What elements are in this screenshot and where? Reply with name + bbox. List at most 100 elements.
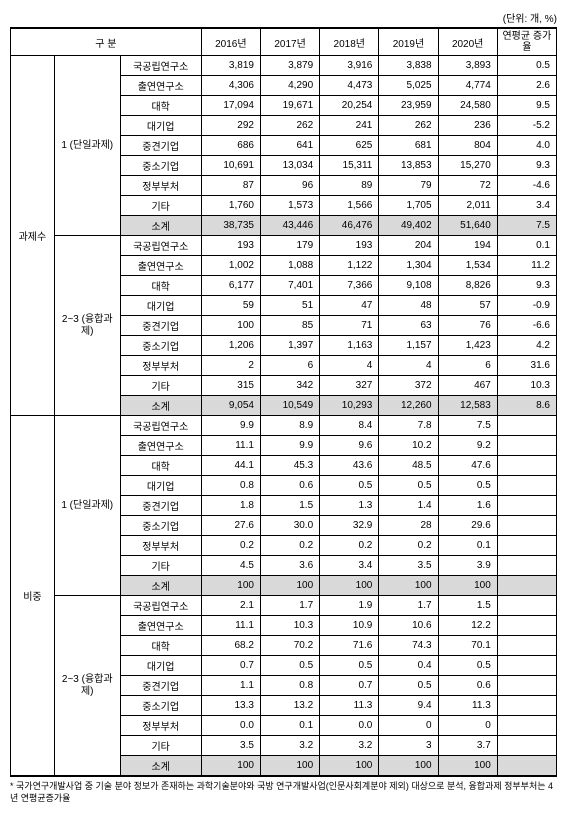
data-cell: 9.3 <box>497 156 556 176</box>
row-label: 대학 <box>120 96 201 116</box>
row-label: 대기업 <box>120 296 201 316</box>
data-cell: 9.9 <box>201 416 260 436</box>
row-label: 중견기업 <box>120 136 201 156</box>
data-cell: 3.7 <box>438 736 497 756</box>
row-label: 국공립연구소 <box>120 56 201 76</box>
header-2017: 2017년 <box>260 28 319 56</box>
data-cell: 241 <box>320 116 379 136</box>
data-cell: 641 <box>260 136 319 156</box>
data-cell: 0 <box>438 716 497 736</box>
header-category: 구 분 <box>11 28 202 56</box>
row-label: 출연연구소 <box>120 436 201 456</box>
data-cell: 32.9 <box>320 516 379 536</box>
data-cell: 1.7 <box>379 596 438 616</box>
data-cell: 9,108 <box>379 276 438 296</box>
data-cell: 10.3 <box>497 376 556 396</box>
data-cell: 11.3 <box>438 696 497 716</box>
data-cell <box>497 756 556 777</box>
data-cell: 7.5 <box>497 216 556 236</box>
data-cell <box>497 416 556 436</box>
data-cell: 23,959 <box>379 96 438 116</box>
data-cell: 28 <box>379 516 438 536</box>
data-cell <box>497 596 556 616</box>
data-table: 구 분 2016년 2017년 2018년 2019년 2020년 연평균 증가… <box>10 27 557 777</box>
data-cell: 47.6 <box>438 456 497 476</box>
row-label: 정부부처 <box>120 356 201 376</box>
row-label: 중소기업 <box>120 516 201 536</box>
data-cell <box>497 516 556 536</box>
data-cell: 51,640 <box>438 216 497 236</box>
data-cell: 29.6 <box>438 516 497 536</box>
header-2020: 2020년 <box>438 28 497 56</box>
data-cell: 71.6 <box>320 636 379 656</box>
header-2018: 2018년 <box>320 28 379 56</box>
data-cell: -4.6 <box>497 176 556 196</box>
data-cell: 0 <box>379 716 438 736</box>
data-cell: 0.5 <box>379 476 438 496</box>
data-cell: 4,290 <box>260 76 319 96</box>
data-cell: -5.2 <box>497 116 556 136</box>
data-cell: 9.9 <box>260 436 319 456</box>
data-cell: 0.5 <box>379 676 438 696</box>
data-cell: 0.5 <box>497 56 556 76</box>
data-cell: 4.5 <box>201 556 260 576</box>
data-cell: 47 <box>320 296 379 316</box>
data-cell: 262 <box>379 116 438 136</box>
row-label: 중견기업 <box>120 316 201 336</box>
data-cell <box>497 436 556 456</box>
row-label: 중견기업 <box>120 676 201 696</box>
data-cell: 0.0 <box>320 716 379 736</box>
data-cell: 0.6 <box>438 676 497 696</box>
data-cell: 87 <box>201 176 260 196</box>
data-cell: 194 <box>438 236 497 256</box>
data-cell <box>497 636 556 656</box>
data-cell: 1.5 <box>438 596 497 616</box>
data-cell: 45.3 <box>260 456 319 476</box>
data-cell: 15,270 <box>438 156 497 176</box>
sub-label: 2~3 (융합과제) <box>54 236 120 416</box>
data-cell: 3,819 <box>201 56 260 76</box>
data-cell <box>497 536 556 556</box>
footnote: * 국가연구개발사업 중 기술 분야 정보가 존재하는 과학기술분야와 국방 연… <box>10 781 557 804</box>
data-cell: 1.8 <box>201 496 260 516</box>
row-label: 국공립연구소 <box>120 236 201 256</box>
data-cell: 10.9 <box>320 616 379 636</box>
data-cell: 1,122 <box>320 256 379 276</box>
row-label: 대학 <box>120 456 201 476</box>
row-label: 중소기업 <box>120 156 201 176</box>
data-cell: 4.0 <box>497 136 556 156</box>
data-cell: 76 <box>438 316 497 336</box>
data-cell: 193 <box>320 236 379 256</box>
data-cell: 236 <box>438 116 497 136</box>
sub-label: 1 (단일과제) <box>54 56 120 236</box>
data-cell: 100 <box>201 316 260 336</box>
data-cell: 4,774 <box>438 76 497 96</box>
data-cell: 9.6 <box>320 436 379 456</box>
data-cell: 4 <box>379 356 438 376</box>
data-cell <box>497 476 556 496</box>
data-cell: 72 <box>438 176 497 196</box>
row-label: 국공립연구소 <box>120 596 201 616</box>
data-cell: 1,534 <box>438 256 497 276</box>
data-cell <box>497 616 556 636</box>
data-cell: 1,705 <box>379 196 438 216</box>
row-label: 대학 <box>120 636 201 656</box>
data-cell: 100 <box>201 576 260 596</box>
data-cell: 467 <box>438 376 497 396</box>
data-cell: 2.6 <box>497 76 556 96</box>
row-label: 정부부처 <box>120 716 201 736</box>
data-cell: 625 <box>320 136 379 156</box>
data-cell: 49,402 <box>379 216 438 236</box>
data-cell: 3.5 <box>201 736 260 756</box>
data-cell: 0.7 <box>201 656 260 676</box>
data-cell: 0.8 <box>201 476 260 496</box>
data-cell <box>497 696 556 716</box>
data-cell: 13,034 <box>260 156 319 176</box>
data-cell: 13.2 <box>260 696 319 716</box>
data-cell: 11.1 <box>201 616 260 636</box>
data-cell: 9.2 <box>438 436 497 456</box>
data-cell: 3.4 <box>497 196 556 216</box>
data-cell: 0.1 <box>497 236 556 256</box>
data-cell: 0.5 <box>438 476 497 496</box>
data-cell: 74.3 <box>379 636 438 656</box>
